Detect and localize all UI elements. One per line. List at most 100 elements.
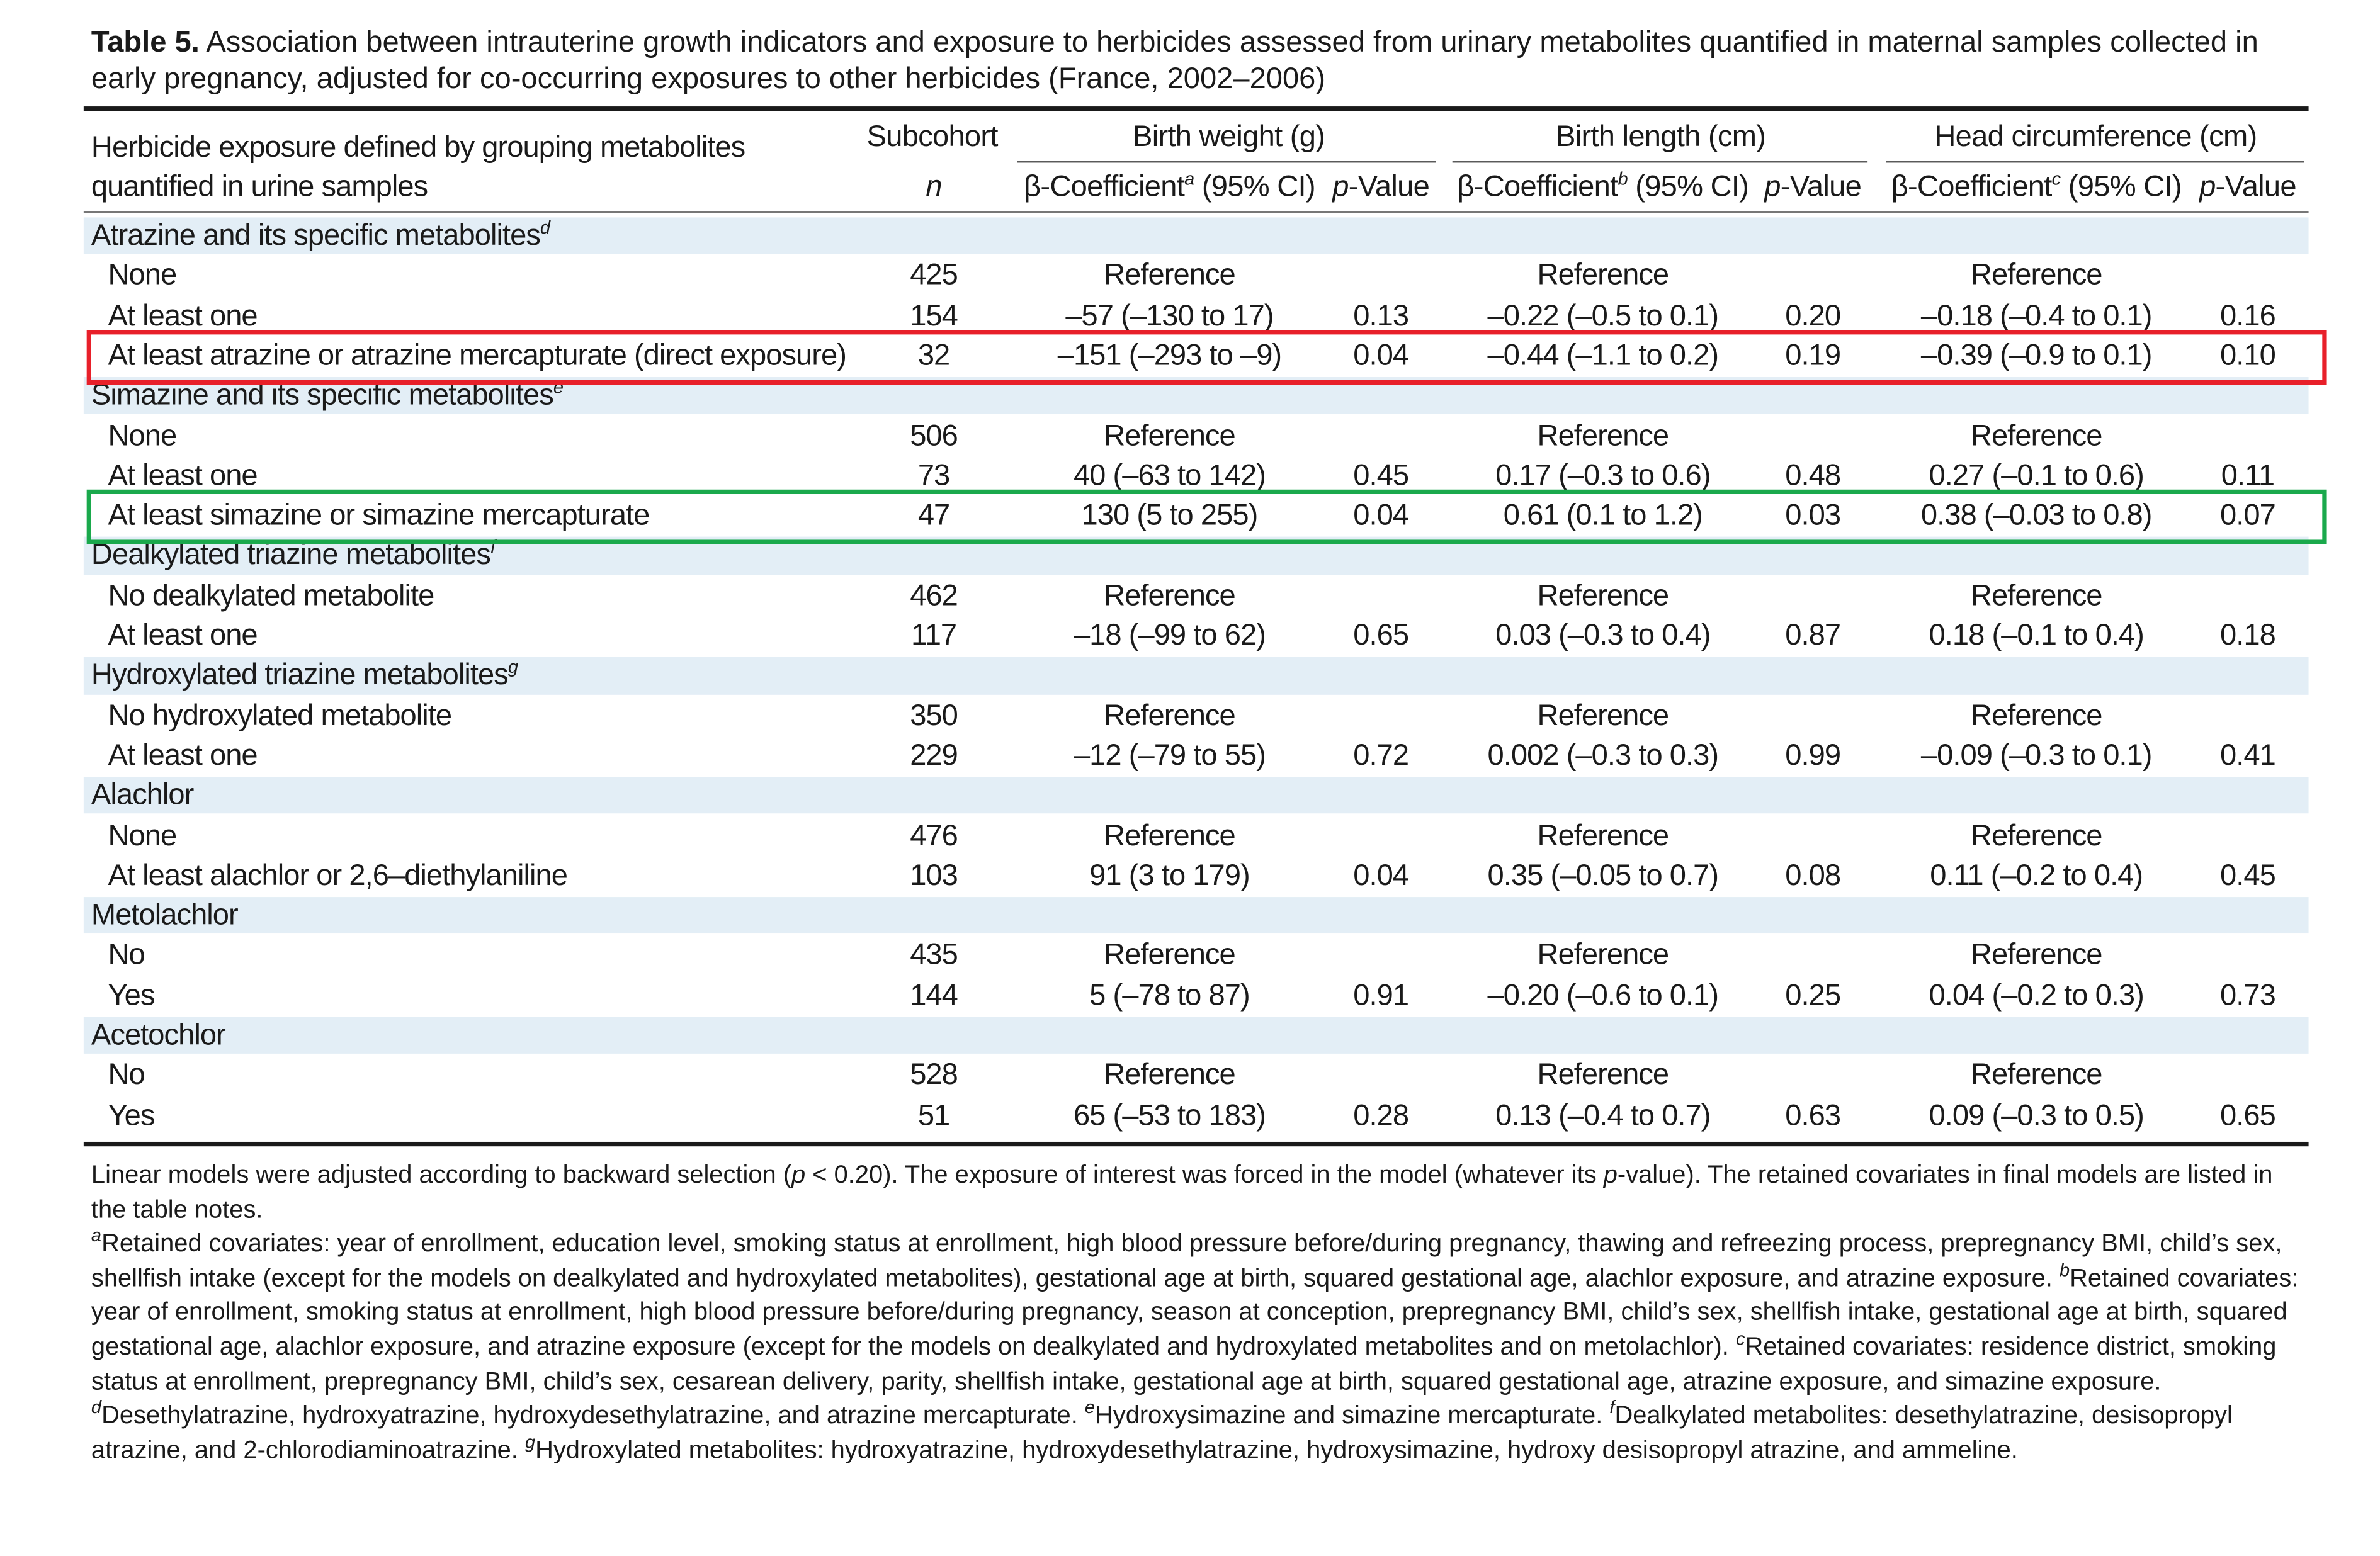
row-label: None (108, 259, 177, 293)
cell-n: 117 (910, 619, 957, 653)
table-caption: Association between intrauterine growth … (91, 26, 2258, 96)
cell-head-circ-beta: Reference (1970, 578, 2103, 612)
cell-birth-weight-p: 0.45 (1353, 458, 1409, 493)
header-rule-head-circumference (1886, 161, 2304, 163)
row-label: At least one (108, 298, 258, 332)
header-beta-bw: β-Coefficienta (95% CI) (1024, 167, 1316, 204)
cell-birth-length-beta: Reference (1537, 419, 1670, 453)
cell-birth-length-beta: –0.22 (–0.5 to 0.1) (1487, 298, 1720, 332)
cell-birth-length-p: 0.48 (1785, 458, 1841, 493)
cell-birth-weight-beta: Reference (1104, 939, 1236, 972)
group-label: Atrazine and its specific metabolitesd (91, 217, 550, 252)
group-row-background (83, 1017, 2309, 1054)
cell-birth-weight-p: 0.72 (1353, 738, 1409, 772)
cell-n: 32 (917, 339, 950, 373)
cell-birth-length-beta: 0.03 (–0.3 to 0.4) (1495, 619, 1711, 653)
cell-head-circ-p: 0.45 (2220, 859, 2276, 893)
cell-n: 435 (910, 939, 958, 972)
cell-birth-length-beta: Reference (1537, 818, 1670, 852)
group-row-background (83, 217, 2309, 255)
cell-head-circ-beta: –0.39 (–0.9 to 0.1) (1920, 339, 2153, 373)
cell-birth-weight-beta: 130 (5 to 255) (1081, 499, 1259, 533)
cell-birth-weight-p: 0.04 (1353, 859, 1409, 893)
row-label: No hydroxylated metabolite (108, 699, 452, 733)
bottom-rule (83, 1141, 2309, 1147)
cell-birth-weight-p: 0.13 (1353, 298, 1409, 332)
cell-head-circ-beta: 0.04 (–0.2 to 0.3) (1929, 978, 2145, 1012)
header-bottom-rule (83, 211, 2309, 213)
cell-head-circ-p: 0.11 (2221, 458, 2275, 493)
header-pvalue-bw: p-Value (1332, 170, 1430, 204)
cell-birth-weight-p: 0.65 (1353, 619, 1409, 653)
cell-head-circ-beta: Reference (1970, 1058, 2103, 1092)
group-row-background (83, 897, 2309, 934)
cell-birth-length-beta: 0.17 (–0.3 to 0.6) (1495, 458, 1711, 493)
cell-n: 144 (910, 978, 958, 1012)
cell-birth-length-p: 0.99 (1785, 738, 1841, 772)
cell-head-circ-p: 0.73 (2220, 978, 2276, 1012)
cell-birth-weight-p: 0.91 (1353, 978, 1409, 1012)
cell-head-circ-p: 0.10 (2220, 339, 2276, 373)
row-label: At least alachlor or 2,6–diethylaniline (108, 859, 567, 893)
red-highlight-box (86, 329, 2327, 385)
cell-head-circ-beta: 0.27 (–0.1 to 0.6) (1929, 458, 2145, 493)
cell-head-circ-beta: 0.11 (–0.2 to 0.4) (1930, 859, 2143, 893)
cell-birth-length-beta: 0.35 (–0.05 to 0.7) (1487, 859, 1720, 893)
cell-birth-weight-beta: –151 (–293 to –9) (1057, 339, 1282, 373)
cell-birth-length-beta: Reference (1537, 1058, 1670, 1092)
cell-birth-weight-beta: Reference (1104, 699, 1236, 733)
cell-birth-weight-beta: –57 (–130 to 17) (1065, 298, 1274, 332)
row-label: At least one (108, 458, 258, 493)
cell-head-circ-beta: 0.18 (–0.1 to 0.4) (1929, 619, 2145, 653)
cell-birth-weight-beta: Reference (1104, 578, 1236, 612)
table-title: Table 5. Association between intrauterin… (91, 25, 2311, 98)
cell-n: 73 (917, 458, 950, 493)
row-label: At least atrazine or atrazine mercaptura… (108, 339, 846, 373)
note-footnotes: aRetained covariates: year of enrollment… (91, 1225, 2299, 1464)
cell-n: 350 (910, 699, 958, 733)
cell-n: 462 (910, 578, 958, 612)
cell-birth-weight-beta: 65 (–53 to 183) (1073, 1098, 1266, 1132)
cell-birth-length-beta: Reference (1537, 939, 1670, 972)
row-label: No (108, 1058, 145, 1092)
cell-head-circ-beta: Reference (1970, 818, 2103, 852)
header-exposure-line1: Herbicide exposure defined by grouping m… (91, 130, 745, 164)
cell-birth-length-beta: 0.61 (0.1 to 1.2) (1503, 499, 1703, 533)
header-exposure-line2: quantified in urine samples (91, 170, 428, 204)
header-rule-birth-length (1452, 161, 1868, 163)
cell-head-circ-p: 0.07 (2220, 499, 2276, 533)
cell-birth-length-beta: –0.44 (–1.1 to 0.2) (1487, 339, 1720, 373)
cell-head-circ-beta: –0.09 (–0.3 to 0.1) (1920, 738, 2153, 772)
group-label: Alachlor (91, 779, 194, 813)
cell-n: 103 (910, 859, 958, 893)
header-head-circumference: Head circumference (cm) (1934, 120, 2257, 154)
cell-birth-length-beta: 0.002 (–0.3 to 0.3) (1487, 738, 1720, 772)
cell-n: 528 (910, 1058, 958, 1092)
cell-birth-weight-p: 0.04 (1353, 499, 1409, 533)
group-label: Hydroxylated triazine metabolitesg (91, 656, 518, 692)
cell-birth-length-p: 0.20 (1785, 298, 1841, 332)
cell-birth-length-beta: Reference (1537, 259, 1670, 293)
cell-head-circ-p: 0.65 (2220, 1098, 2276, 1132)
cell-birth-length-beta: 0.13 (–0.4 to 0.7) (1495, 1098, 1711, 1132)
cell-birth-length-beta: Reference (1537, 699, 1670, 733)
row-label: None (108, 818, 177, 852)
cell-birth-length-p: 0.63 (1785, 1098, 1841, 1132)
top-rule (83, 106, 2309, 111)
cell-birth-weight-p: 0.28 (1353, 1098, 1409, 1132)
cell-birth-weight-beta: Reference (1104, 1058, 1236, 1092)
group-label: Acetochlor (91, 1018, 226, 1052)
cell-head-circ-p: 0.16 (2220, 298, 2276, 332)
cell-head-circ-beta: –0.18 (–0.4 to 0.1) (1920, 298, 2153, 332)
cell-birth-length-p: 0.03 (1785, 499, 1841, 533)
cell-birth-length-p: 0.87 (1785, 619, 1841, 653)
group-label: Metolachlor (91, 898, 239, 932)
note-models: Linear models were adjusted according to… (91, 1161, 2273, 1224)
cell-birth-weight-beta: 5 (–78 to 87) (1089, 978, 1250, 1012)
row-label: Yes (108, 978, 155, 1012)
cell-birth-weight-beta: –18 (–99 to 62) (1073, 619, 1266, 653)
header-beta-bl: β-Coefficientb (95% CI) (1457, 167, 1749, 204)
header-subcohort: Subcohort (866, 120, 999, 154)
cell-n: 51 (917, 1098, 950, 1132)
group-row-background (83, 657, 2309, 694)
